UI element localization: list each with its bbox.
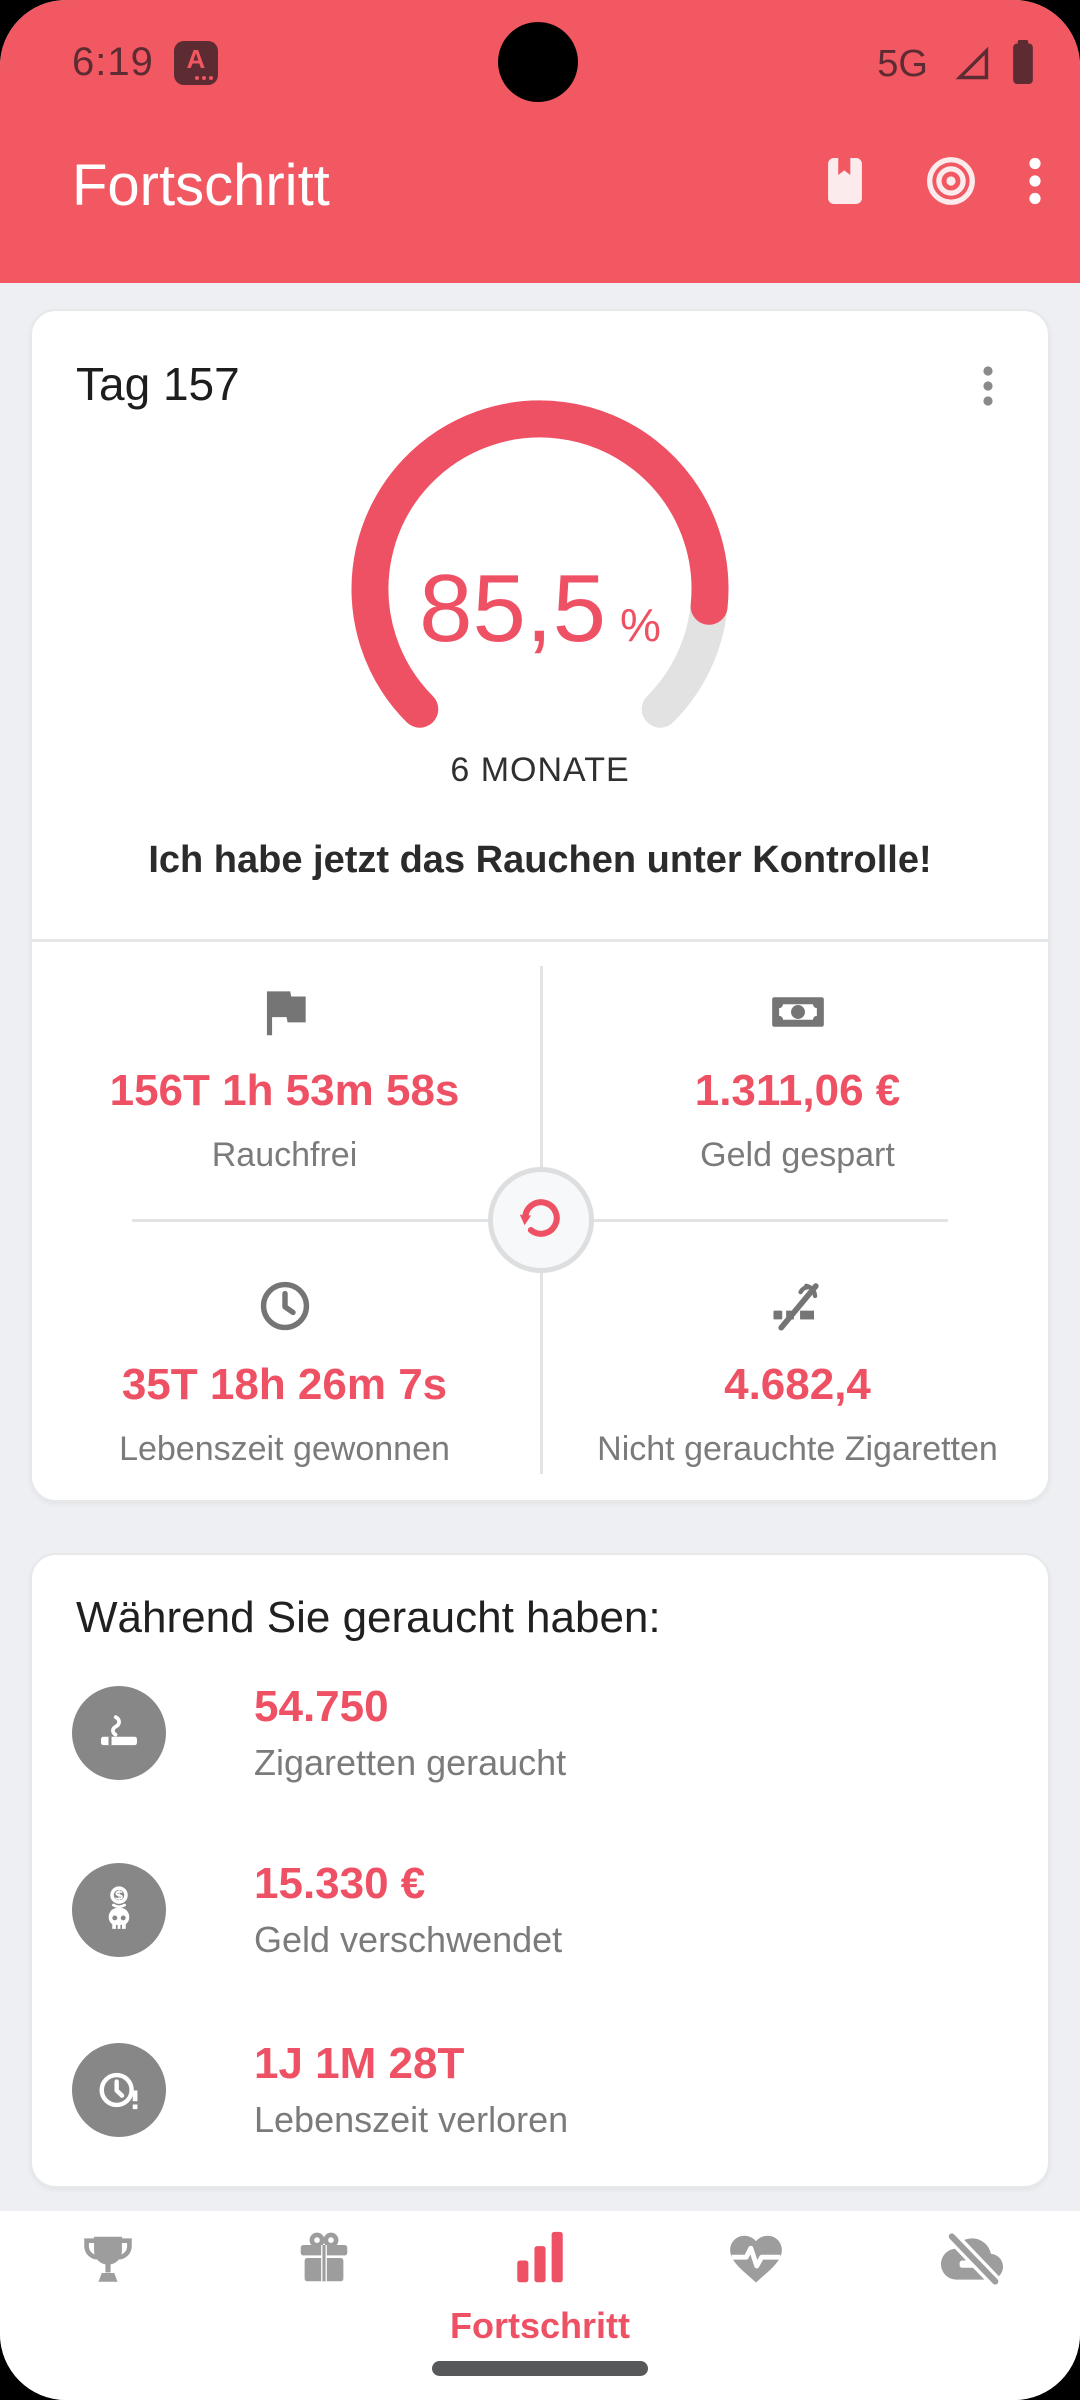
cigarette-icon	[72, 1686, 166, 1780]
nav-item-achievements[interactable]	[0, 2228, 216, 2345]
progress-card: Tag 157 85,5 % 6 MONATE Ich habe jetzt d…	[30, 309, 1050, 1502]
page-title: Fortschritt	[72, 153, 330, 218]
stat-smoke-free: 156T 1h 53m 58s Rauchfrei	[32, 947, 537, 1251]
status-time: 6:19	[72, 40, 154, 84]
stat-value: 35T 18h 26m 7s	[121, 1360, 448, 1409]
trophy-icon	[77, 2228, 139, 2295]
status-bar-right: 5G	[877, 38, 1036, 90]
book-icon	[816, 152, 874, 215]
smoked-label: Lebenszeit verloren	[254, 2099, 569, 2140]
kebab-menu-icon	[1028, 152, 1042, 215]
percent-symbol: %	[619, 599, 661, 651]
percent-value: 85,5	[419, 555, 606, 662]
day-title: Tag 157	[76, 358, 240, 410]
appbar-actions	[816, 148, 1042, 218]
nav-item-health[interactable]	[648, 2228, 864, 2345]
nav-item-rewards[interactable]	[216, 2228, 432, 2345]
stat-value: 4.682,4	[724, 1360, 871, 1409]
clock-alert-icon	[72, 2043, 166, 2137]
stat-money-saved: 1.311,06 € Geld gespart	[545, 947, 1050, 1251]
overflow-menu-button[interactable]	[1028, 152, 1042, 215]
heart-pulse-icon	[725, 2228, 787, 2295]
banknote-icon	[767, 981, 829, 1048]
smoked-card: Während Sie geraucht haben: 54.750 Zigar…	[30, 1553, 1050, 2188]
stat-label: Lebenszeit gewonnen	[119, 1430, 450, 1468]
progress-gauge	[351, 400, 729, 728]
nav-item-smoke-free[interactable]	[864, 2228, 1080, 2345]
smoked-row-cigarettes: 54.750 Zigaretten geraucht	[72, 1678, 566, 1788]
smoked-row-life-lost: 1J 1M 28T Lebenszeit verloren	[72, 2035, 568, 2145]
no-smoking-icon	[941, 2228, 1003, 2295]
smoked-label: Geld verschwendet	[254, 1919, 563, 1960]
gesture-bar[interactable]	[432, 2361, 648, 2376]
stat-value: 1.311,06 €	[694, 1066, 901, 1115]
stat-life-regained: 35T 18h 26m 7s Lebenszeit gewonnen	[32, 1227, 537, 1545]
milestone-label: 6 MONATE	[450, 751, 630, 789]
notification-badge-icon: A	[173, 40, 218, 85]
bullseye-icon	[922, 152, 980, 215]
battery-icon	[1010, 39, 1036, 89]
nav-item-progress[interactable]: Fortschritt	[432, 2228, 648, 2347]
clock-icon	[254, 1275, 316, 1342]
stat-label: Geld gespart	[700, 1136, 895, 1174]
smoke-free-icon	[767, 1275, 829, 1342]
card-menu-button[interactable]	[962, 355, 1014, 417]
smoked-row-money: $ 15.330 € Geld verschwendet	[72, 1855, 562, 1965]
bar-chart-icon	[509, 2228, 571, 2295]
signal-icon	[946, 39, 992, 90]
flag-icon	[254, 981, 316, 1048]
gift-icon	[293, 2228, 355, 2295]
stat-value: 156T 1h 53m 58s	[109, 1066, 460, 1115]
refresh-button[interactable]	[488, 1167, 594, 1273]
goals-button[interactable]	[922, 152, 980, 215]
diary-button[interactable]	[816, 152, 874, 215]
stat-label: Nicht gerauchte Zigaretten	[597, 1430, 998, 1468]
divider	[32, 939, 1048, 942]
svg-text:$: $	[114, 1889, 123, 1904]
network-type: 5G	[877, 42, 928, 85]
stat-label: Rauchfrei	[211, 1136, 358, 1174]
money-skull-icon: $	[72, 1863, 166, 1957]
motivation-statement: Ich habe jetzt das Rauchen unter Kontrol…	[148, 839, 932, 881]
smoked-value: 1J 1M 28T	[254, 2039, 465, 2088]
smoked-value: 15.330 €	[254, 1859, 426, 1908]
smoked-heading: Während Sie geraucht haben:	[76, 1593, 661, 1642]
status-bar-left: 6:19 A	[72, 40, 218, 85]
badge-dots	[194, 75, 213, 80]
nav-label: Fortschritt	[450, 2305, 630, 2346]
camera-cutout	[498, 22, 578, 102]
refresh-icon	[514, 1191, 568, 1250]
stat-cigarettes-avoided: 4.682,4 Nicht gerauchte Zigaretten	[545, 1227, 1050, 1545]
progress-percent: 85,5 %	[32, 561, 1048, 657]
smoked-value: 54.750	[254, 1682, 389, 1731]
smoked-label: Zigaretten geraucht	[254, 1742, 567, 1783]
